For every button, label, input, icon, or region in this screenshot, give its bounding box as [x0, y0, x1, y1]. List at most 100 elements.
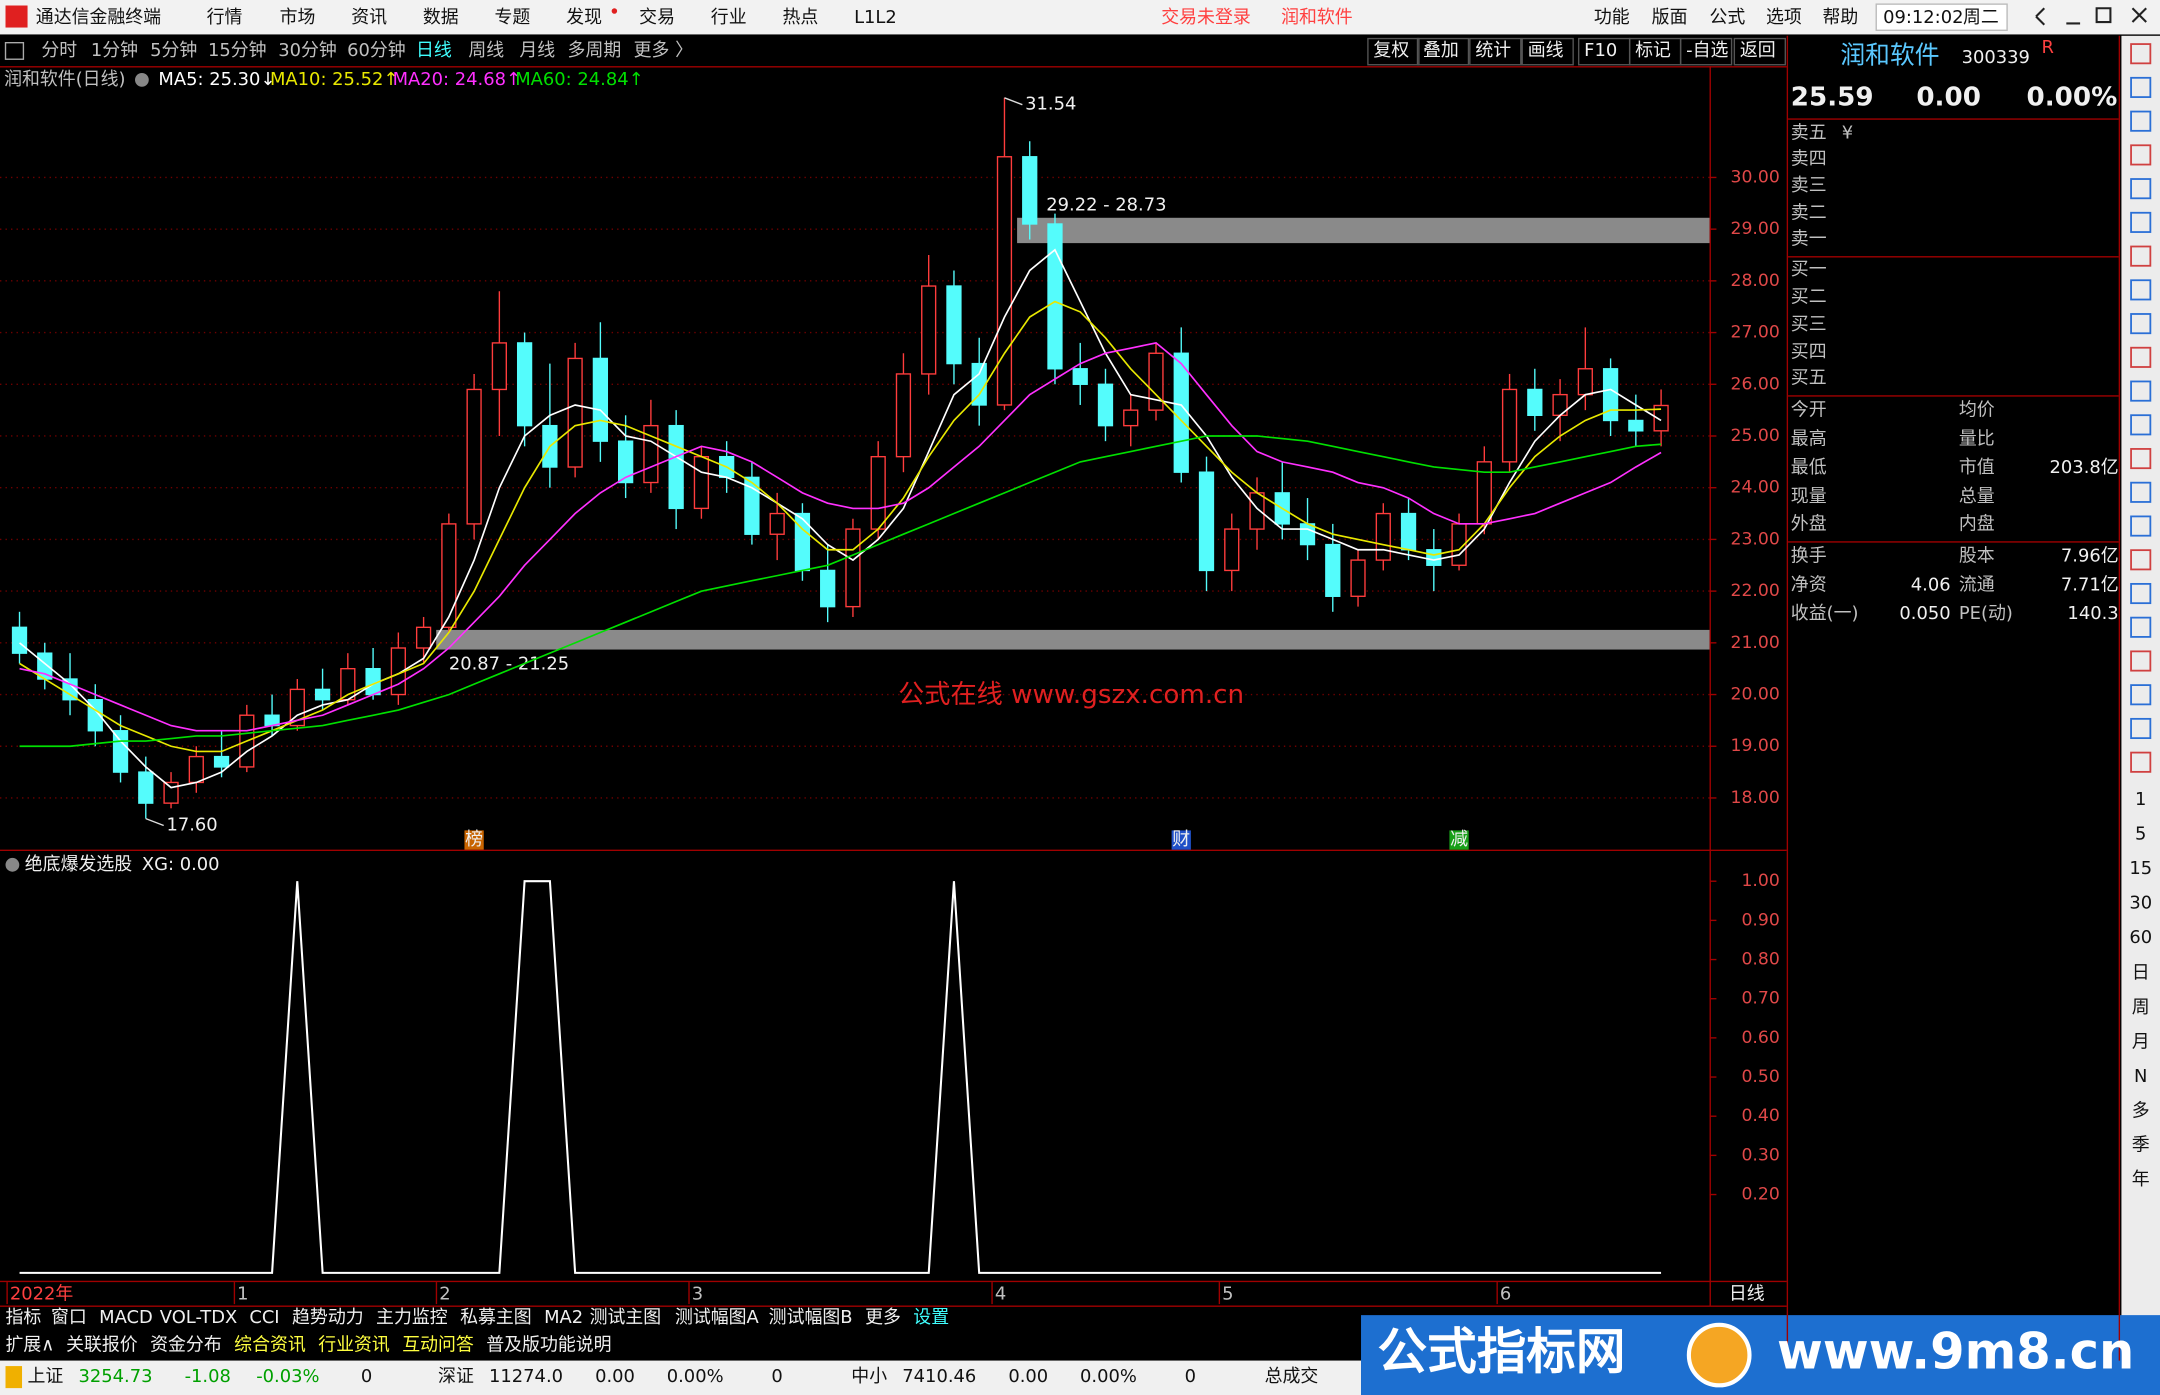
- tool-button[interactable]: 返回: [1740, 40, 1776, 61]
- period-button[interactable]: 多周期: [568, 40, 622, 61]
- side-button[interactable]: 15: [2129, 858, 2152, 879]
- indicator-tab[interactable]: 测试主图: [590, 1307, 662, 1328]
- info-tab[interactable]: 综合资讯: [234, 1334, 306, 1355]
- side-icon[interactable]: [2130, 346, 2152, 368]
- side-button[interactable]: 年: [2132, 1169, 2150, 1190]
- side-icon[interactable]: [2130, 144, 2152, 166]
- info-tab[interactable]: 行业资讯: [318, 1334, 390, 1355]
- tool-button[interactable]: 叠加: [1423, 40, 1459, 61]
- tool-button[interactable]: 画线: [1528, 40, 1564, 61]
- period-button[interactable]: 更多 〉: [634, 40, 693, 61]
- tool-button[interactable]: -自选: [1686, 40, 1728, 61]
- indicator-tab[interactable]: MA2: [544, 1307, 583, 1328]
- side-icon[interactable]: [2130, 110, 2152, 132]
- menu-item[interactable]: 行情: [207, 7, 243, 28]
- side-icon[interactable]: [2130, 76, 2152, 98]
- indicator-tab[interactable]: 私募主图: [460, 1307, 532, 1328]
- event-label[interactable]: 财: [1172, 829, 1190, 850]
- side-icon[interactable]: [2130, 43, 2152, 65]
- side-icon[interactable]: [2130, 414, 2152, 436]
- menu-item[interactable]: 公式: [1710, 7, 1746, 28]
- menu-item[interactable]: 选项: [1766, 7, 1802, 28]
- tool-button[interactable]: 统计: [1475, 40, 1511, 61]
- candle-body: [1249, 492, 1265, 530]
- menu-item[interactable]: 行业: [711, 7, 747, 28]
- period-button[interactable]: 5分钟: [150, 40, 197, 61]
- side-button[interactable]: 月: [2132, 1031, 2150, 1052]
- side-icon[interactable]: [2130, 481, 2152, 503]
- menu-item[interactable]: 功能: [1594, 7, 1630, 28]
- tool-button[interactable]: F10: [1584, 40, 1617, 61]
- menu-item[interactable]: 数据: [423, 7, 459, 28]
- info-tab[interactable]: 普及版功能说明: [486, 1334, 611, 1355]
- side-button[interactable]: 1: [2135, 789, 2146, 810]
- tool-button[interactable]: 标记: [1635, 40, 1671, 61]
- period-button[interactable]: 日线: [416, 40, 452, 61]
- period-button[interactable]: 周线: [468, 40, 504, 61]
- info-tab[interactable]: 互动问答: [402, 1334, 474, 1355]
- side-button[interactable]: 季: [2132, 1135, 2150, 1156]
- tool-button[interactable]: 复权: [1373, 40, 1409, 61]
- bid-label: 买五: [1791, 368, 1827, 389]
- indicator-tab[interactable]: 设置: [913, 1307, 949, 1328]
- indicator-tab[interactable]: MACD: [99, 1307, 153, 1328]
- side-icon[interactable]: [2130, 211, 2152, 233]
- indicator-tab[interactable]: 主力监控: [376, 1307, 448, 1328]
- indicator-tab[interactable]: 趋势动力: [292, 1307, 364, 1328]
- indicator-tab[interactable]: 测试幅图A: [675, 1307, 760, 1328]
- event-label[interactable]: 减: [1450, 829, 1468, 850]
- side-icon[interactable]: [2130, 582, 2152, 605]
- indicator-tab[interactable]: CCI: [249, 1307, 279, 1328]
- side-button[interactable]: 30: [2129, 892, 2152, 913]
- y-tick-label: 0.90: [1741, 910, 1779, 930]
- menu-item[interactable]: 帮助: [1822, 7, 1858, 28]
- menu-item[interactable]: L1L2: [854, 7, 897, 28]
- period-button[interactable]: 月线: [519, 40, 555, 61]
- side-icon[interactable]: [2130, 650, 2152, 672]
- side-icon[interactable]: [2130, 279, 2152, 301]
- side-icon[interactable]: [2130, 178, 2152, 200]
- side-icon[interactable]: [2130, 515, 2152, 537]
- menu-item[interactable]: 专题: [495, 7, 531, 28]
- candle-body: [1577, 368, 1593, 396]
- period-button[interactable]: 1分钟: [91, 40, 138, 61]
- event-label[interactable]: 榜: [465, 829, 483, 850]
- side-icon[interactable]: [2130, 549, 2152, 571]
- menu-item[interactable]: 资讯: [351, 7, 387, 28]
- side-icon[interactable]: [2130, 751, 2152, 773]
- menu-item[interactable]: 版面: [1652, 7, 1688, 28]
- side-icon[interactable]: [2130, 245, 2152, 267]
- menu-item[interactable]: 市场: [280, 7, 316, 28]
- indicator-tab[interactable]: 测试幅图B: [769, 1307, 853, 1328]
- indicator-tab[interactable]: 更多: [865, 1307, 901, 1328]
- side-button[interactable]: N: [2134, 1066, 2147, 1087]
- side-button[interactable]: 60: [2129, 927, 2152, 948]
- menu-item[interactable]: 热点: [782, 7, 818, 28]
- period-button[interactable]: 60分钟: [347, 40, 406, 61]
- menu-item[interactable]: 交易: [639, 7, 675, 28]
- side-button[interactable]: 周: [2132, 997, 2150, 1018]
- side-button[interactable]: 5: [2135, 824, 2146, 845]
- side-button[interactable]: 日: [2132, 963, 2150, 984]
- side-icon[interactable]: [2130, 717, 2152, 740]
- info-tab[interactable]: 资金分布: [150, 1334, 222, 1355]
- side-button[interactable]: 多: [2132, 1100, 2150, 1121]
- info-tab[interactable]: 扩展∧: [6, 1334, 55, 1355]
- side-icon[interactable]: [2130, 684, 2152, 706]
- stat-label: 股本: [1959, 545, 1995, 566]
- window-buttons[interactable]: [2035, 7, 2147, 26]
- indicator-tab[interactable]: 窗口: [51, 1307, 87, 1328]
- side-icon[interactable]: [2130, 380, 2152, 402]
- indicator-tab[interactable]: 指标: [6, 1307, 42, 1328]
- period-button[interactable]: 分时: [41, 40, 77, 61]
- candle-body: [592, 357, 609, 442]
- period-button[interactable]: 15分钟: [208, 40, 267, 61]
- indicator-tab[interactable]: VOL-TDX: [160, 1307, 237, 1328]
- info-tab[interactable]: 关联报价: [66, 1334, 138, 1355]
- period-button[interactable]: 30分钟: [278, 40, 337, 61]
- ask-label: 卖一: [1791, 229, 1827, 250]
- side-icon[interactable]: [2130, 448, 2152, 470]
- menu-item[interactable]: 发现: [566, 7, 602, 28]
- side-icon[interactable]: [2130, 616, 2152, 638]
- side-icon[interactable]: [2130, 313, 2152, 335]
